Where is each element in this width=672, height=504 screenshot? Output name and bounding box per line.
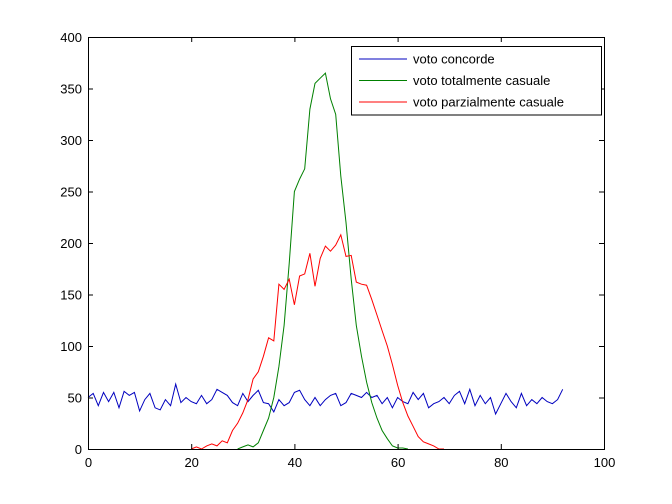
series-layer: [87, 72, 564, 450]
series-line-3: [191, 233, 444, 450]
y-tick-label: 250: [60, 185, 82, 200]
series-line-2: [237, 72, 408, 450]
x-tick-label: 80: [494, 455, 508, 470]
y-tick-label: 350: [60, 82, 82, 97]
y-tick-label: 150: [60, 288, 82, 303]
y-tick-label: 50: [68, 391, 82, 406]
y-tick-label: 0: [75, 442, 82, 457]
x-tick-label: 20: [184, 455, 198, 470]
ticks-layer: 0 20 40 60 80 100 0 50 100 150 200 250 300 350 400: [60, 30, 615, 470]
x-tick-label: 40: [288, 455, 302, 470]
x-tick-label: 60: [391, 455, 405, 470]
y-tick-label: 400: [60, 30, 82, 45]
x-tick-label: 0: [85, 455, 92, 470]
y-tick-label: 300: [60, 133, 82, 148]
x-tick-label: 100: [594, 455, 616, 470]
series-line-1: [87, 382, 564, 416]
legend-label-3: voto parzialmente casuale: [413, 95, 564, 110]
y-tick-label: 200: [60, 236, 82, 251]
axes-box: [88, 37, 605, 450]
legend: voto concorde voto totalmente casuale voto…: [351, 46, 602, 116]
legend-label-1: voto concorde: [413, 52, 495, 67]
y-tick-label: 100: [60, 339, 82, 354]
legend-label-2: voto totalmente casuale: [413, 73, 550, 88]
